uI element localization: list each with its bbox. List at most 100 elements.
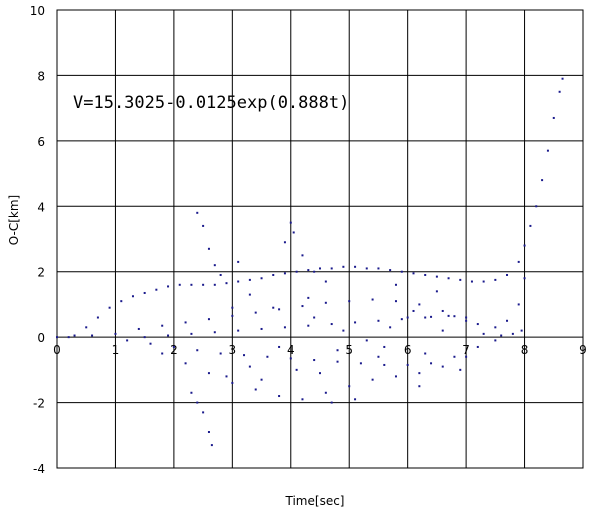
data-point	[260, 378, 263, 381]
data-point	[272, 273, 275, 276]
data-point	[354, 321, 357, 324]
data-point	[289, 357, 292, 360]
data-point	[500, 334, 503, 337]
data-point	[523, 244, 526, 247]
data-point	[465, 316, 468, 319]
data-point	[190, 332, 193, 335]
data-point	[400, 318, 403, 321]
data-point	[529, 224, 532, 227]
data-point	[213, 283, 216, 286]
data-point	[283, 241, 286, 244]
data-point	[377, 319, 380, 322]
y-tick-label: 8	[37, 69, 45, 83]
data-point	[301, 254, 304, 257]
data-point	[319, 267, 321, 270]
data-point	[137, 327, 140, 330]
x-tick-label: 2	[170, 343, 178, 357]
data-point	[301, 305, 304, 308]
data-point	[561, 77, 564, 80]
data-point	[459, 368, 462, 371]
data-point	[511, 332, 514, 335]
data-point	[482, 280, 485, 283]
data-point	[470, 280, 473, 283]
data-point	[56, 336, 58, 339]
data-point	[73, 334, 76, 337]
data-point	[131, 295, 134, 298]
data-point	[254, 388, 257, 391]
data-point	[465, 319, 468, 322]
data-point	[494, 339, 497, 342]
data-point	[342, 329, 345, 332]
data-point	[424, 273, 427, 276]
data-point	[161, 352, 164, 355]
data-point	[324, 301, 327, 304]
data-point	[278, 308, 281, 311]
data-point	[172, 345, 175, 348]
data-point	[243, 354, 246, 357]
data-point	[219, 352, 222, 355]
data-point	[517, 303, 520, 306]
data-point	[365, 339, 368, 342]
data-point	[237, 280, 240, 283]
data-point	[307, 324, 310, 327]
data-point	[447, 314, 450, 317]
data-point	[418, 303, 421, 306]
data-point	[520, 329, 523, 332]
data-point	[260, 277, 263, 280]
data-point	[383, 363, 386, 366]
data-point	[506, 273, 509, 276]
x-tick-label: 4	[287, 343, 295, 357]
data-point	[108, 306, 111, 309]
data-point	[535, 205, 538, 208]
data-point	[313, 316, 316, 319]
data-point	[330, 267, 333, 270]
data-point	[465, 355, 468, 358]
data-point	[558, 90, 561, 93]
data-point	[202, 224, 205, 227]
data-point	[523, 277, 526, 280]
data-point	[354, 265, 357, 268]
data-point	[219, 273, 222, 276]
data-point	[389, 326, 392, 329]
data-point	[517, 260, 520, 263]
data-point	[248, 278, 251, 281]
data-point	[196, 349, 199, 352]
data-point	[184, 362, 187, 365]
data-point	[330, 323, 333, 326]
x-tick-label: 3	[229, 343, 237, 357]
data-point	[301, 398, 304, 401]
data-points	[56, 77, 564, 447]
data-point	[377, 355, 380, 358]
data-point	[313, 359, 316, 362]
data-point	[225, 282, 228, 285]
data-point	[207, 318, 210, 321]
data-point	[412, 309, 415, 312]
y-axis-title: O-C[km]	[7, 195, 21, 246]
data-point	[430, 315, 433, 318]
data-point	[210, 444, 213, 447]
data-point	[453, 355, 456, 358]
plot-area	[56, 9, 584, 469]
data-point	[354, 398, 357, 401]
data-point	[190, 283, 193, 286]
data-point	[389, 269, 392, 272]
data-point	[196, 211, 199, 214]
y-tick-label: -4	[33, 462, 45, 476]
data-point	[336, 349, 339, 352]
data-point	[435, 275, 438, 278]
x-axis-ticks: 0 1 2 3 4 5 6 7 8 9	[53, 343, 587, 357]
data-point	[231, 314, 234, 317]
data-point	[365, 267, 368, 270]
data-point	[67, 336, 70, 339]
data-point	[453, 315, 456, 318]
data-point	[143, 336, 146, 339]
x-tick-label: 0	[53, 343, 61, 357]
data-point	[207, 372, 210, 375]
data-point	[418, 385, 421, 388]
formula-annotation: V=15.3025-0.0125exp(0.888t)	[73, 93, 349, 113]
data-point	[231, 381, 234, 384]
gridlines	[57, 10, 583, 468]
data-point	[330, 401, 333, 404]
data-point	[348, 300, 351, 303]
data-point	[196, 401, 199, 404]
